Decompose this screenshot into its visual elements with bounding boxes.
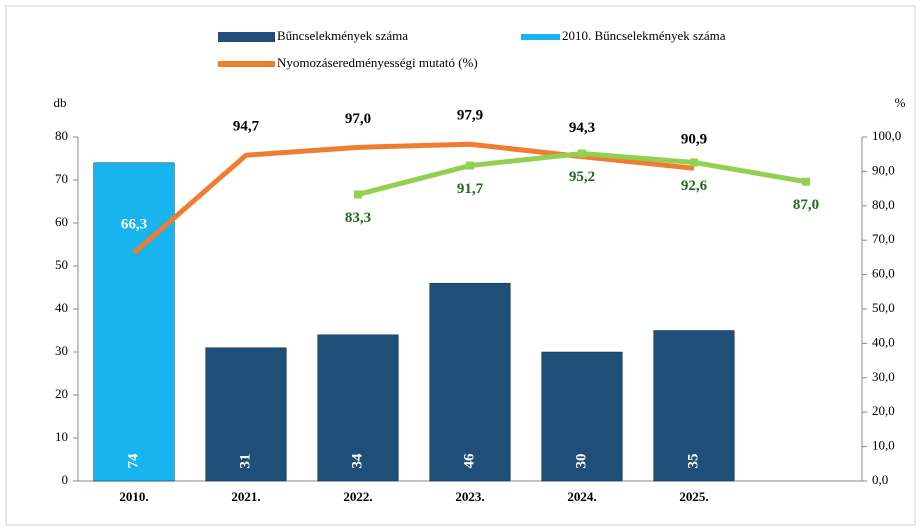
line-marker <box>578 149 586 158</box>
bar-value-label: 34 <box>349 453 365 469</box>
line-value-label: 91,7 <box>457 181 484 197</box>
y-tick-label: 80 <box>55 128 68 143</box>
y2-tick-label: 90,0 <box>872 162 895 177</box>
x-tick-label: 2010. <box>119 489 148 504</box>
legend-label: Nyomozáseredményességi mutató (%) <box>277 55 478 70</box>
y-tick-label: 30 <box>55 343 68 358</box>
line-value-label: 90,9 <box>681 132 707 148</box>
y2-tick-label: 70,0 <box>872 231 895 246</box>
y-tick-label: 50 <box>55 257 68 272</box>
line-value-label: 83,3 <box>345 210 371 226</box>
bar-value-label: 35 <box>685 454 701 469</box>
y-tick-label: 70 <box>55 171 68 186</box>
bar-value-label: 31 <box>237 454 253 469</box>
y2-tick-label: 80,0 <box>872 197 895 212</box>
x-tick-label: 2021. <box>231 489 260 504</box>
x-tick-label: 2023. <box>455 489 484 504</box>
y-tick-label: 60 <box>55 214 68 229</box>
y2-tick-label: 100,0 <box>872 128 901 143</box>
line-value-label: 95,2 <box>569 169 595 185</box>
y2-tick-label: 40,0 <box>872 334 895 349</box>
line-value-label: 94,3 <box>569 120 595 136</box>
y2-tick-label: 60,0 <box>872 266 895 281</box>
y-tick-label: 20 <box>55 386 68 401</box>
bar <box>541 351 623 482</box>
y2-tick-label: 0,0 <box>872 472 888 487</box>
y-tick-label: 40 <box>55 300 68 315</box>
line-value-label: 92,6 <box>681 178 708 194</box>
x-tick-label: 2025. <box>679 489 708 504</box>
line-value-label: 94,7 <box>233 119 260 135</box>
line-value-label: 97,9 <box>457 108 483 124</box>
legend-label: Bűncselekmények száma <box>277 28 408 43</box>
legend-label: 2010. Bűncselekmények száma <box>562 28 726 43</box>
line-value-label: 66,3 <box>121 216 147 232</box>
y-axis-label: db <box>54 95 67 110</box>
bar <box>93 162 175 482</box>
legend-swatch <box>521 34 560 40</box>
y2-tick-label: 30,0 <box>872 369 895 384</box>
bar <box>653 330 735 482</box>
x-tick-label: 2024. <box>567 489 596 504</box>
line-marker <box>354 190 362 199</box>
y2-tick-label: 50,0 <box>872 300 895 315</box>
legend-swatch <box>218 32 275 42</box>
y-tick-label: 0 <box>62 472 69 487</box>
bar <box>317 334 399 482</box>
y-tick-label: 10 <box>55 429 68 444</box>
line-marker <box>466 161 474 170</box>
line-marker <box>802 177 810 186</box>
bar <box>429 282 511 482</box>
line-series <box>132 141 695 255</box>
bar-value-label: 46 <box>461 453 477 469</box>
x-tick-label: 2022. <box>343 489 372 504</box>
line-marker <box>690 158 698 167</box>
bar <box>205 347 287 482</box>
legend-swatch <box>218 61 275 67</box>
bar-value-label: 30 <box>573 454 589 469</box>
line-value-label: 97,0 <box>345 111 371 127</box>
y2-tick-label: 20,0 <box>872 403 895 418</box>
bar-value-label: 74 <box>125 453 141 469</box>
y2-axis-label: % <box>895 95 906 110</box>
y2-tick-label: 10,0 <box>872 438 895 453</box>
line-value-label: 87,0 <box>793 197 819 213</box>
